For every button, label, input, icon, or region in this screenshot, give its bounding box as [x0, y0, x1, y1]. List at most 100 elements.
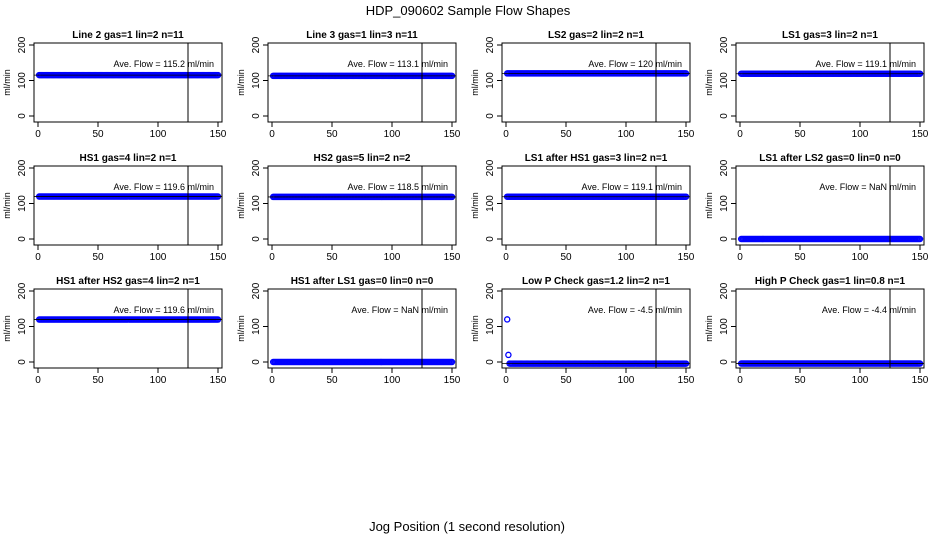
flow-point: [916, 235, 924, 243]
ave-flow-annotation: Ave. Flow = 119.6 ml/min: [114, 182, 214, 192]
ave-flow-annotation: Ave. Flow = 113.1 ml/min: [348, 59, 448, 69]
x-tick-label: 0: [503, 375, 509, 386]
y-tick-label: 200: [485, 282, 496, 299]
x-tick-label: 50: [560, 252, 572, 263]
y-axis-label: ml/min: [470, 192, 480, 219]
ave-flow-unit: ml/min: [890, 182, 917, 192]
ave-flow-label: Ave. Flow =: [114, 305, 164, 315]
x-tick-label: 150: [444, 129, 461, 140]
y-tick-label: 100: [719, 72, 730, 89]
panel-title: High P Check gas=1 lin=0.8 n=1: [755, 276, 906, 287]
ave-flow-value: 113.1: [397, 59, 421, 69]
x-tick-label: 150: [210, 375, 227, 386]
panel-1: Line 2 gas=1 lin=2 n=11 0 50 100 150 0 100 200 m…: [2, 30, 227, 140]
ave-flow-label: Ave. Flow =: [114, 59, 164, 69]
y-tick-label: 200: [719, 282, 730, 299]
y-tick-label: 0: [719, 113, 730, 119]
y-tick-label: 200: [485, 36, 496, 53]
x-tick-label: 50: [794, 252, 806, 263]
y-tick-label: 0: [719, 359, 730, 365]
panel-11: Low P Check gas=1.2 lin=2 n=1 0 50 100 150 0 1…: [470, 276, 695, 386]
y-tick-label: 0: [719, 236, 730, 242]
plot-box: [267, 288, 457, 369]
y-tick-label: 200: [17, 282, 28, 299]
ave-flow-label: Ave. Flow =: [819, 182, 869, 192]
panel-4: LS1 gas=3 lin=2 n=1 0 50 100 150 0 100 200 ml/mi…: [704, 30, 929, 140]
y-tick-label: 200: [251, 159, 262, 176]
x-tick-label: 50: [560, 375, 572, 386]
plot-box: [735, 42, 925, 123]
x-tick-label: 150: [912, 375, 929, 386]
ave-flow-unit: ml/min: [188, 182, 215, 192]
ave-flow-label: Ave. Flow =: [816, 59, 866, 69]
ave-flow-value: 119.1: [865, 59, 889, 69]
y-axis-label: ml/min: [470, 315, 480, 342]
y-axis-label: ml/min: [704, 315, 714, 342]
x-tick-label: 0: [35, 375, 41, 386]
x-tick-label: 50: [794, 375, 806, 386]
figure-xlabel: Jog Position (1 second resolution): [369, 519, 565, 534]
ave-flow-label: Ave. Flow =: [351, 305, 401, 315]
ave-flow-unit: ml/min: [890, 305, 917, 315]
ave-flow-value: 119.6: [163, 305, 187, 315]
panel-3: LS2 gas=2 lin=2 n=1 0 50 100 150 0 100 200 ml/mi…: [470, 30, 695, 140]
panel-title: Line 2 gas=1 lin=2 n=11: [72, 30, 184, 41]
x-tick-label: 100: [852, 252, 869, 263]
y-tick-label: 200: [17, 159, 28, 176]
ave-flow-annotation: Ave. Flow = 119.6 ml/min: [114, 305, 214, 315]
y-tick-label: 0: [17, 236, 28, 242]
ave-flow-label: Ave. Flow =: [582, 182, 632, 192]
ave-flow-value: -4.4: [871, 305, 889, 315]
x-tick-label: 50: [92, 129, 104, 140]
x-tick-label: 100: [852, 375, 869, 386]
y-tick-label: 0: [17, 359, 28, 365]
x-tick-label: 50: [92, 375, 104, 386]
panel-title: Low P Check gas=1.2 lin=2 n=1: [522, 276, 670, 287]
panel-9: HS1 after HS2 gas=4 lin=2 n=1 0 50 100 150 0 1…: [2, 276, 227, 386]
y-tick-label: 100: [251, 318, 262, 335]
ave-flow-unit: ml/min: [422, 59, 449, 69]
ave-flow-annotation: Ave. Flow = 119.1 ml/min: [816, 59, 916, 69]
panel-8: LS1 after LS2 gas=0 lin=0 n=0 0 50 100 150 0 1…: [704, 153, 929, 263]
panel-12: High P Check gas=1 lin=0.8 n=1 0 50 100 150 0…: [704, 276, 929, 386]
y-tick-label: 100: [719, 318, 730, 335]
y-axis-label: ml/min: [2, 192, 12, 219]
x-tick-label: 100: [150, 252, 167, 263]
panel-title: Line 3 gas=1 lin=3 n=11: [306, 30, 418, 41]
y-tick-label: 100: [485, 72, 496, 89]
panel-6: HS2 gas=5 lin=2 n=2 0 50 100 150 0 100 200 ml/mi…: [236, 153, 461, 263]
x-tick-label: 50: [794, 129, 806, 140]
x-tick-label: 150: [912, 252, 929, 263]
y-axis-label: ml/min: [704, 192, 714, 219]
x-tick-label: 100: [618, 375, 635, 386]
y-tick-label: 0: [17, 113, 28, 119]
x-tick-label: 150: [678, 375, 695, 386]
y-tick-label: 100: [485, 195, 496, 212]
panel-title: LS1 after HS1 gas=3 lin=2 n=1: [525, 153, 668, 164]
y-tick-label: 0: [251, 113, 262, 119]
ave-flow-annotation: Ave. Flow = -4.5 ml/min: [588, 305, 682, 315]
ave-flow-value: NaN: [869, 182, 890, 192]
plot-box: [267, 165, 457, 246]
panel-grid: Line 2 gas=1 lin=2 n=11 0 50 100 150 0 100 200 m…: [2, 30, 929, 386]
ave-flow-unit: ml/min: [656, 182, 683, 192]
ave-flow-value: 119.6: [163, 182, 187, 192]
flow-point: [448, 358, 456, 366]
panel-title: LS1 gas=3 lin=2 n=1: [782, 30, 878, 41]
x-tick-label: 0: [737, 252, 743, 263]
y-tick-label: 200: [719, 36, 730, 53]
y-axis-label: ml/min: [236, 315, 246, 342]
y-axis-label: ml/min: [236, 69, 246, 96]
ave-flow-annotation: Ave. Flow = -4.4 ml/min: [822, 305, 916, 315]
y-tick-label: 0: [485, 359, 496, 365]
x-tick-label: 100: [150, 375, 167, 386]
x-tick-label: 0: [503, 129, 509, 140]
x-tick-label: 0: [503, 252, 509, 263]
x-tick-label: 0: [35, 252, 41, 263]
ave-flow-label: Ave. Flow =: [348, 59, 398, 69]
y-tick-label: 0: [485, 113, 496, 119]
ave-flow-value: 115.2: [163, 59, 187, 69]
panel-title: HS2 gas=5 lin=2 n=2: [314, 153, 411, 164]
y-tick-label: 100: [251, 72, 262, 89]
panel-5: HS1 gas=4 lin=2 n=1 0 50 100 150 0 100 200 ml/mi…: [2, 153, 227, 263]
